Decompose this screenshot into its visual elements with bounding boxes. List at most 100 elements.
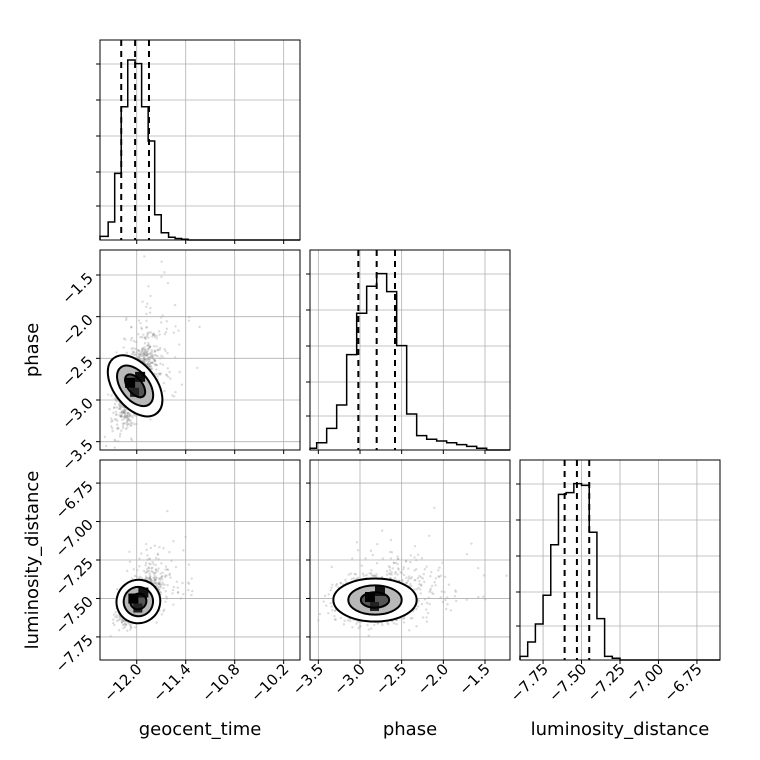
scatter-point [127,417,130,421]
scatter-point [149,355,152,359]
histogram-geocent_time [99,59,300,241]
scatter-point [145,352,148,356]
xtick-label: −12.0 [100,660,145,705]
scatter-point [150,350,154,354]
scatter-point [145,354,149,357]
scatter-point [330,586,333,589]
scatter-point [172,540,175,543]
scatter-point [422,573,425,576]
scatter-point [373,574,377,578]
scatter-point [145,305,148,308]
scatter-point [157,330,161,333]
scatter-point [187,582,191,585]
scatter-point [159,572,162,575]
scatter-point [114,413,118,416]
scatter-point [138,575,142,578]
scatter-point [407,575,411,578]
scatter-point [164,600,167,603]
scatter-point [392,622,396,625]
scatter-point [430,570,433,574]
scatter-point [172,395,176,398]
scatter-point [155,576,159,580]
scatter-point [402,616,406,620]
scatter-point [333,614,336,618]
scatter-point [385,573,389,576]
scatter-point [153,571,156,575]
scatter-point [438,566,441,569]
scatter-point [158,372,161,375]
scatter-point [155,363,158,366]
scatter-point [143,342,147,345]
scatter-point [139,321,142,325]
scatter-point [115,619,119,623]
scatter-point [143,353,146,356]
density-core [128,593,139,604]
scatter-point [148,311,152,314]
scatter-point [454,589,457,592]
scatter-point [116,616,119,619]
scatter-point [126,412,129,415]
scatter-point [134,347,137,351]
xtick-label: −6.75 [661,660,706,705]
scatter-point [365,573,368,577]
scatter-point [356,620,359,623]
scatter-point [125,351,129,354]
scatter-point [153,578,157,582]
scatter-point [154,578,158,581]
scatter-point [162,587,165,590]
scatter-point [147,341,150,345]
scatter-point [355,541,359,544]
scatter-point [172,585,176,589]
density-core [370,602,379,611]
scatter-point [117,403,121,406]
scatter-point [161,583,165,586]
xtick-label: −3.5 [289,660,327,698]
scatter-point [126,423,129,426]
scatter-point [124,410,127,413]
scatter-point [144,354,148,357]
scatter-point [139,335,142,339]
scatter-point [352,577,355,580]
scatter-point [124,318,128,322]
scatter-point [441,600,445,604]
scatter-point [152,580,156,583]
scatter-point [318,612,322,616]
scatter-point [376,542,379,546]
scatter-point [165,595,168,598]
density-core [125,377,136,388]
scatter-point [163,348,166,351]
scatter-point [389,538,393,542]
scatter-point [158,588,161,591]
scatter-point [373,574,376,577]
scatter-point [113,623,116,627]
scatter-point [142,333,145,336]
scatter-point [349,572,353,575]
scatter-point [148,363,151,366]
scatter-point [126,416,129,419]
scatter-point [371,553,374,557]
scatter-point [174,325,177,328]
scatter-point [129,419,132,422]
scatter-point [163,271,166,274]
scatter-point [143,347,147,351]
scatter-point [190,593,193,597]
scatter-point [171,592,174,595]
scatter-point [443,590,446,594]
scatter-point [150,361,154,365]
scatter-point [146,570,149,573]
scatter-point [131,416,134,419]
scatter-point [112,411,115,415]
scatter-point [124,623,128,626]
ytick-label: −1.5 [58,269,96,307]
scatter-point [434,584,437,587]
scatter-point [150,361,154,364]
scatter-point [150,569,153,573]
scatter-point [145,344,149,347]
scatter-point [397,568,400,571]
scatter-point [148,575,152,578]
scatter-point [440,590,443,593]
scatter-point [165,373,168,376]
scatter-point [329,589,332,592]
scatter-point [144,571,147,575]
